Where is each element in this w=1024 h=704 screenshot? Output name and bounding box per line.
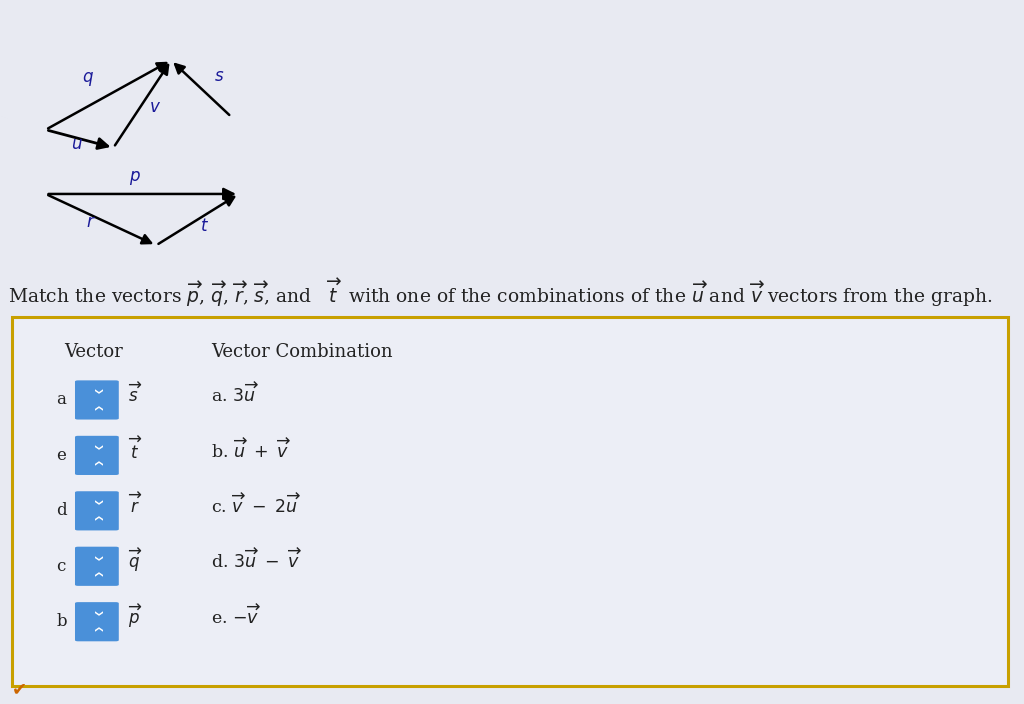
Text: ❯: ❯	[92, 610, 101, 617]
Text: ❮: ❮	[92, 515, 101, 522]
Text: $p$: $p$	[129, 169, 140, 187]
Text: ❯: ❯	[92, 499, 101, 506]
Text: ❮: ❮	[92, 571, 101, 578]
Text: a: a	[56, 391, 66, 408]
FancyBboxPatch shape	[75, 380, 119, 420]
Text: $\overrightarrow{t}$: $\overrightarrow{t}$	[128, 436, 142, 463]
Text: ❮: ❮	[92, 627, 101, 634]
Text: Vector Combination: Vector Combination	[211, 343, 393, 360]
FancyBboxPatch shape	[12, 317, 1008, 686]
Text: d. $3\overrightarrow{u}\ -\ \overrightarrow{v}$: d. $3\overrightarrow{u}\ -\ \overrightar…	[211, 549, 302, 572]
Text: ❮: ❮	[92, 405, 101, 412]
Text: $v$: $v$	[148, 98, 161, 115]
Text: $t$: $t$	[201, 218, 210, 235]
Text: c. $\overrightarrow{v}\ -\ 2\overrightarrow{u}$: c. $\overrightarrow{v}\ -\ 2\overrightar…	[211, 494, 301, 517]
Text: ❯: ❯	[92, 444, 101, 451]
Text: $\overrightarrow{p}$: $\overrightarrow{p}$	[128, 603, 142, 630]
Text: ✔: ✔	[12, 680, 28, 698]
Text: $\overrightarrow{r}$: $\overrightarrow{r}$	[128, 493, 142, 517]
Text: $\overrightarrow{s}$: $\overrightarrow{s}$	[128, 383, 142, 406]
Text: $u$: $u$	[71, 135, 83, 153]
Text: b: b	[56, 613, 67, 630]
FancyBboxPatch shape	[75, 436, 119, 475]
Text: Vector: Vector	[65, 343, 123, 360]
Text: ❯: ❯	[92, 389, 101, 396]
Text: d: d	[56, 503, 67, 520]
Text: e: e	[56, 447, 66, 464]
Text: a. $3\overrightarrow{u}$: a. $3\overrightarrow{u}$	[211, 383, 259, 406]
Text: $s$: $s$	[214, 67, 224, 85]
Text: ❯: ❯	[92, 555, 101, 562]
FancyBboxPatch shape	[75, 491, 119, 530]
FancyBboxPatch shape	[75, 602, 119, 641]
Text: b. $\overrightarrow{u}\ +\ \overrightarrow{v}$: b. $\overrightarrow{u}\ +\ \overrightarr…	[211, 438, 292, 462]
Text: c: c	[56, 558, 66, 574]
Text: Match the vectors $\overrightarrow{p}$, $\overrightarrow{q}$, $\overrightarrow{r: Match the vectors $\overrightarrow{p}$, …	[8, 277, 993, 309]
Text: $q$: $q$	[82, 70, 94, 88]
Text: ❮: ❮	[92, 460, 101, 467]
FancyBboxPatch shape	[75, 547, 119, 586]
Text: $r$: $r$	[86, 213, 95, 232]
Text: $\overrightarrow{q}$: $\overrightarrow{q}$	[128, 547, 142, 574]
Text: e. $-\overrightarrow{v}$: e. $-\overrightarrow{v}$	[211, 605, 261, 628]
